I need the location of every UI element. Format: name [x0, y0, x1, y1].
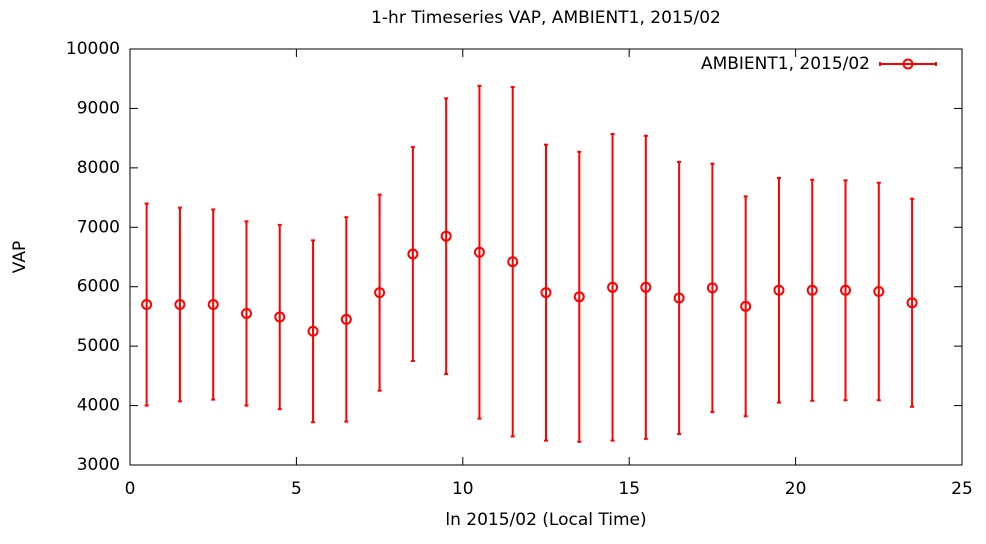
chart-title: 1-hr Timeseries VAP, AMBIENT1, 2015/02	[371, 8, 721, 28]
data-point	[840, 284, 852, 296]
y-tick-label: 3000	[77, 455, 120, 475]
data-point	[240, 307, 252, 319]
y-tick-label: 4000	[77, 396, 120, 416]
y-tick-label: 10000	[66, 39, 120, 59]
data-point	[174, 299, 186, 311]
data-point	[673, 292, 685, 304]
legend-swatch	[902, 58, 914, 70]
y-tick-label: 9000	[77, 98, 120, 118]
data-point	[806, 284, 818, 296]
y-axis-label: VAP	[10, 241, 30, 273]
y-tick-label: 6000	[77, 277, 120, 297]
data-point	[473, 246, 485, 258]
legend-label: AMBIENT1, 2015/02	[701, 54, 870, 74]
x-tick-label: 5	[291, 479, 302, 499]
y-tick-label: 5000	[77, 336, 120, 356]
y-tick-label: 7000	[77, 217, 120, 237]
data-point	[340, 313, 352, 325]
data-point	[141, 299, 153, 311]
data-point	[274, 311, 286, 323]
data-point	[440, 230, 452, 242]
plot-frame	[129, 48, 963, 466]
data-point	[407, 248, 419, 260]
x-tick-label: 15	[618, 479, 640, 499]
x-axis-label: ln 2015/02 (Local Time)	[445, 510, 646, 530]
x-tick-label: 20	[785, 479, 807, 499]
data-point	[906, 297, 918, 309]
data-point	[507, 256, 519, 268]
data-point	[307, 325, 319, 337]
data-point	[207, 299, 219, 311]
data-point	[740, 300, 752, 312]
x-tick-label: 25	[951, 479, 973, 499]
data-point	[773, 284, 785, 296]
data-point	[573, 291, 585, 303]
y-tick-label: 8000	[77, 158, 120, 178]
data-point	[640, 281, 652, 293]
data-point	[540, 287, 552, 299]
data-point	[706, 282, 718, 294]
x-tick-label: 0	[125, 479, 136, 499]
data-point	[607, 281, 619, 293]
data-point	[873, 285, 885, 297]
data-point	[374, 287, 386, 299]
x-tick-label: 10	[452, 479, 474, 499]
